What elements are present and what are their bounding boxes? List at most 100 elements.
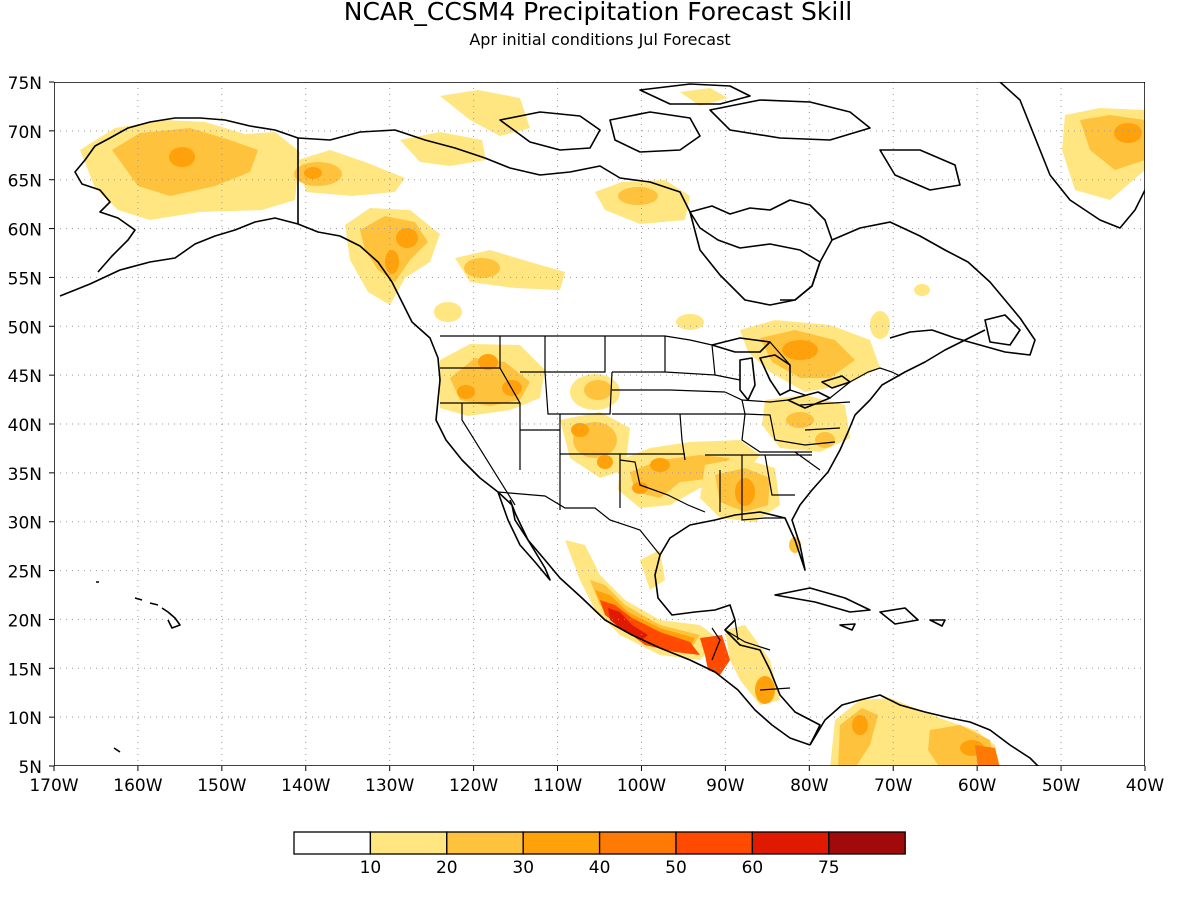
coastline-hispaniola (879, 607, 919, 625)
skill-region-mexico-red (600, 600, 700, 655)
latitude-tick-label: 75N (8, 74, 42, 94)
border-us-mexico (497, 491, 661, 556)
longitude-axis: 170W 160W 150W 140W 130W 120W 110W 100W 90W 80W 70… (29, 766, 1164, 796)
colorbar-label: 50 (665, 858, 687, 878)
skill-region-yukon-core (304, 167, 322, 179)
skill-region-alabama-core (735, 478, 755, 506)
longitude-tick-label: 150W (197, 776, 246, 796)
skill-region-guyana (975, 745, 1000, 766)
map-subtitle: Apr initial conditions Jul Forecast (469, 30, 730, 49)
skill-region-arctic-islands (400, 132, 486, 166)
skill-region-mexico-core (595, 590, 695, 650)
longitude-tick-label: 170W (29, 776, 78, 796)
skill-region-virginia (815, 432, 835, 448)
coastline-baja (497, 491, 551, 581)
coastline-cuba (774, 587, 871, 613)
coastline-newfoundland (984, 314, 1021, 346)
map-gridlines (54, 82, 1145, 766)
coastline-arctic-islands (499, 83, 961, 191)
colorbar-swatch (675, 831, 754, 855)
longitude-tick-label: 120W (449, 776, 498, 796)
latitude-tick-label: 20N (8, 611, 42, 631)
latitude-tick-label: 35N (8, 465, 42, 485)
skill-region-nunavut-inner (618, 187, 658, 205)
skill-region-prairies-inner (464, 258, 500, 278)
skill-region-mexico-darkred (608, 608, 648, 640)
colorbar-label: 20 (436, 858, 458, 878)
longitude-tick-label: 80W (790, 776, 829, 796)
colorbar-swatch (369, 831, 448, 855)
longitude-tick-label: 70W (874, 776, 913, 796)
skill-region-alaska-core (169, 147, 195, 167)
latitude-tick-label: 65N (8, 172, 42, 192)
colorbar-label: 30 (512, 858, 534, 878)
skill-region-guatemala (700, 635, 730, 675)
skill-region-wyoming-inner (584, 380, 612, 400)
skill-region-idaho-core (478, 354, 498, 370)
colorbar-label: 40 (589, 858, 611, 878)
political-boundaries-layer (440, 335, 901, 691)
coastline-greenland (999, 82, 1145, 229)
latitude-tick-label: 30N (8, 514, 42, 534)
colorbar-swatch (522, 831, 601, 855)
coastline-south-america (809, 694, 1040, 766)
longitude-tick-label: 160W (113, 776, 162, 796)
border-us-canada (440, 335, 901, 399)
border-mexico-states (711, 619, 791, 691)
colorbar-label: 75 (818, 858, 840, 878)
coastline-arctic-canada (297, 129, 821, 301)
latitude-tick-label: 10N (8, 709, 42, 729)
colorbar-swatch (598, 831, 677, 855)
latitude-tick-label: 45N (8, 367, 42, 387)
map-plot-area (54, 82, 1145, 766)
latitude-tick-label: 55N (8, 269, 42, 289)
border-us-states-east (705, 374, 851, 521)
longitude-tick-label: 40W (1126, 776, 1165, 796)
skill-region-ohio-inner (786, 412, 814, 428)
latitude-axis: 75N 70N 65N 60N 55N 50N 45N 40N 35N 30N 25N 20N 15N 1… (8, 74, 54, 778)
coastline-alaska (59, 117, 341, 297)
skill-region-oregon-core (457, 385, 475, 399)
coastline-puerto-rico (929, 619, 946, 627)
skill-region-lake-superior (676, 314, 704, 330)
coastlines-layer (59, 82, 1145, 766)
latitude-tick-label: 5N (18, 758, 42, 778)
latitude-tick-label: 15N (8, 660, 42, 680)
coastline-pacific-islands (96, 581, 121, 753)
skill-region-arctic-north (440, 90, 530, 136)
skill-region-ontario-core (782, 340, 818, 360)
skill-region-oklahoma-core (650, 458, 670, 472)
latitude-tick-label: 40N (8, 416, 42, 436)
coastline-jamaica (839, 623, 856, 631)
latitude-tick-label: 70N (8, 123, 42, 143)
latitude-tick-label: 60N (8, 221, 42, 241)
skill-region-bc-south (434, 302, 462, 322)
colorbar-legend: 10 20 30 40 50 60 75 (293, 831, 906, 878)
skill-region-mexico-west (565, 540, 720, 660)
longitude-tick-label: 90W (706, 776, 745, 796)
skill-region-quebec-north (870, 311, 890, 339)
skill-region-colombia-core (852, 715, 868, 735)
colorbar-swatch (293, 831, 372, 855)
longitude-tick-label: 130W (365, 776, 414, 796)
colorbar-label: 60 (742, 858, 764, 878)
latitude-tick-label: 25N (8, 563, 42, 583)
skill-region-greenland-core (1114, 123, 1142, 143)
skill-region-colombia-inner (838, 708, 878, 766)
skill-region-nm-core (597, 455, 613, 469)
longitude-tick-label: 140W (281, 776, 330, 796)
skill-region-arctic-east (680, 88, 728, 106)
skill-region-colorado-core (571, 423, 589, 437)
colorbar-swatch (828, 831, 906, 855)
skill-region-texas-core (632, 482, 648, 494)
longitude-tick-label: 60W (958, 776, 997, 796)
skill-shading-layer (80, 88, 1145, 766)
coastline-gulf-atlantic (654, 329, 986, 746)
skill-region-labrador (914, 284, 930, 296)
skill-region-bc-core2 (385, 250, 399, 274)
coastline-hawaii (134, 597, 181, 629)
longitude-tick-label: 100W (617, 776, 666, 796)
colorbar-swatch (446, 831, 524, 855)
coastline-labrador (831, 221, 1036, 356)
